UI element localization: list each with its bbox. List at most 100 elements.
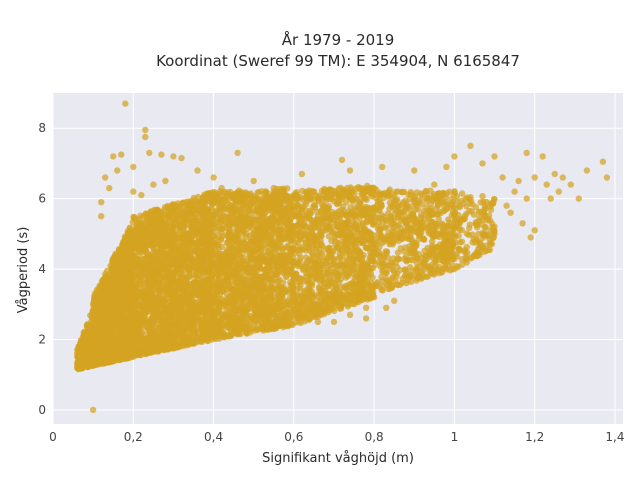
scatter-point <box>91 307 98 314</box>
scatter-point <box>206 243 213 250</box>
scatter-point <box>136 289 144 296</box>
scatter-point <box>103 311 110 318</box>
scatter-point <box>177 218 184 225</box>
scatter-point <box>201 317 208 324</box>
scatter-point <box>180 282 187 289</box>
scatter-point <box>254 319 261 327</box>
scatter-point <box>173 322 181 329</box>
scatter-point <box>160 316 167 323</box>
scatter-point <box>103 321 111 328</box>
scatter-point <box>150 260 157 267</box>
scatter-point <box>205 275 213 282</box>
scatter-point <box>164 290 171 298</box>
scatter-point <box>176 288 184 296</box>
scatter-point <box>155 276 163 283</box>
chart-title: År 1979 - 2019 <box>282 30 395 49</box>
scatter-point <box>132 318 139 325</box>
scatter-point <box>137 301 144 308</box>
scatter-point <box>201 237 209 244</box>
scatter-point <box>149 336 156 343</box>
scatter-point <box>188 210 196 217</box>
scatter-point <box>83 359 90 366</box>
scatter-point <box>153 207 160 215</box>
scatter-point <box>156 347 163 354</box>
scatter-point <box>149 212 157 220</box>
scatter-point <box>194 328 201 335</box>
scatter-point <box>98 324 105 332</box>
scatter-point <box>178 324 186 331</box>
scatter-point <box>133 352 140 359</box>
scatter-point <box>149 348 156 356</box>
scatter-point <box>93 341 101 348</box>
scatter-point <box>198 302 206 310</box>
scatter-point <box>137 316 144 324</box>
scatter-point <box>147 218 154 225</box>
scatter-point <box>193 239 200 246</box>
scatter-point <box>205 337 212 344</box>
scatter-point <box>108 291 116 298</box>
scatter-point <box>204 301 212 309</box>
scatter-point <box>118 268 125 275</box>
scatter-point <box>155 333 162 340</box>
scatter-point <box>155 216 162 223</box>
scatter-point <box>141 281 148 288</box>
scatter-point <box>102 279 109 286</box>
scatter-point <box>194 245 201 253</box>
scatter-point <box>137 229 144 236</box>
scatter-point <box>135 270 142 278</box>
scatter-point <box>110 322 118 329</box>
scatter-point <box>165 303 173 310</box>
scatter-point <box>172 261 179 268</box>
scatter-point <box>133 295 140 303</box>
scatter-point <box>118 287 125 295</box>
scatter-point <box>165 265 172 272</box>
scatter-point <box>107 306 114 313</box>
scatter-point <box>111 344 118 352</box>
chart-subtitle: Koordinat (Sweref 99 TM): E 354904, N 61… <box>156 52 520 70</box>
scatter-point <box>181 249 188 256</box>
scatter-point <box>97 293 105 300</box>
scatter-point <box>120 327 127 335</box>
scatter-point <box>115 246 123 253</box>
scatter-point <box>180 239 187 246</box>
scatter-point <box>183 274 191 281</box>
scatter-point <box>267 231 274 239</box>
scatter-point <box>116 263 124 270</box>
scatter-point <box>204 210 211 217</box>
scatter-point <box>162 241 169 249</box>
scatter-point <box>165 311 173 319</box>
scatter-point <box>189 340 196 347</box>
scatter-point <box>167 252 175 260</box>
scatter-point <box>168 332 176 339</box>
scatter-point <box>189 309 196 316</box>
scatter-point <box>162 253 170 261</box>
scatter-point <box>201 269 209 277</box>
scatter-point <box>199 224 206 231</box>
scatter-point <box>195 231 202 238</box>
scatter-point <box>123 320 131 327</box>
scatter-point <box>187 251 195 258</box>
scatter-point <box>170 297 178 305</box>
scatter-point <box>96 331 103 338</box>
scatter-point <box>119 354 126 361</box>
scatter-point <box>107 262 114 270</box>
scatter-point <box>175 251 183 259</box>
scatter-point <box>186 325 194 332</box>
scatter-point <box>180 199 187 206</box>
scatter-point <box>161 204 169 211</box>
scatter-point <box>125 352 132 359</box>
scatter-point <box>113 258 120 266</box>
scatter-point <box>132 334 139 341</box>
scatter-point <box>166 236 173 243</box>
scatter-point <box>159 310 166 317</box>
scatter-point <box>139 324 146 331</box>
scatter-point <box>132 216 140 224</box>
scatter-point <box>170 272 177 279</box>
scatter-point <box>172 204 180 211</box>
scatter-point <box>158 249 165 256</box>
scatter-point <box>151 307 158 314</box>
scatter-point <box>199 194 206 202</box>
scatter-point <box>116 347 124 355</box>
data-points <box>73 100 611 414</box>
scatter-point <box>165 213 172 220</box>
